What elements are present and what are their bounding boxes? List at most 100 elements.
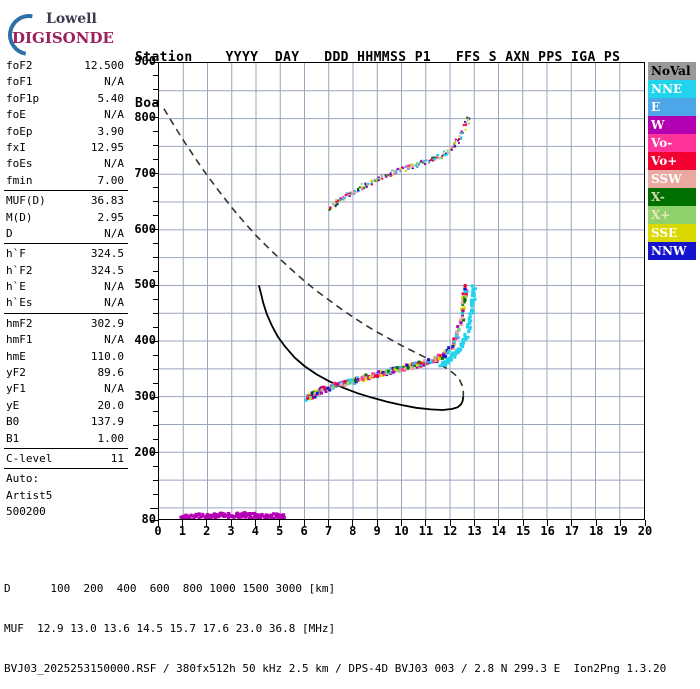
param-key: hmE — [6, 349, 26, 363]
param-key: B1 — [6, 431, 20, 445]
y-axis-tick-label: 500 — [134, 277, 156, 292]
param-key: yF2 — [6, 366, 26, 380]
x-tick — [644, 520, 646, 526]
x-tick — [474, 520, 476, 526]
param-row: hmF1 N/A — [4, 332, 128, 348]
y-tick — [153, 368, 158, 370]
param-divider — [4, 312, 128, 314]
param-key: h`F — [6, 247, 26, 261]
x-axis-tick-label: 16 — [540, 524, 555, 538]
y-tick — [153, 159, 158, 161]
x-axis-tick-label: 0 — [154, 524, 162, 538]
y-axis-tick-label: 200 — [134, 444, 156, 459]
y-axis: 80 200 300 400 500 600 700 800 900 — [118, 54, 156, 526]
param-value: 302.9 — [90, 316, 124, 330]
y-tick — [153, 75, 158, 77]
param-value: 110.0 — [90, 349, 124, 363]
param-row: h`F2 324.5 — [4, 263, 128, 279]
x-tick — [425, 520, 427, 526]
param-row: foF1 N/A — [4, 74, 128, 90]
x-axis-tick-label: 4 — [251, 524, 259, 538]
param-key: fxI — [6, 140, 26, 154]
param-key: M(D) — [6, 210, 33, 224]
param-value: N/A — [104, 280, 124, 294]
param-key: foF1 — [6, 75, 33, 89]
x-tick — [157, 520, 159, 526]
legend-swatch-nne[interactable]: NNE — [648, 80, 696, 98]
param-row: foEs N/A — [4, 156, 128, 172]
y-tick — [153, 354, 158, 356]
param-key: hmF2 — [6, 316, 33, 330]
grid-lines — [159, 63, 644, 519]
legend-swatch-e[interactable]: E — [648, 98, 696, 116]
x-axis-tick-label: 18 — [589, 524, 604, 538]
param-divider — [4, 468, 128, 470]
param-value: N/A — [104, 108, 124, 122]
x-tick — [279, 520, 281, 526]
param-key: hmF1 — [6, 333, 33, 347]
param-value: 89.6 — [97, 366, 125, 380]
y-axis-tick-label: 800 — [134, 109, 156, 124]
param-key: h`E — [6, 280, 26, 294]
y-tick — [150, 519, 158, 521]
legend-swatch-nnw[interactable]: NNW — [648, 242, 696, 260]
y-tick — [150, 340, 158, 342]
lowell-digisonde-logo: Lowell DIGISONDE — [0, 5, 136, 65]
x-axis-tick-label: 10 — [394, 524, 409, 538]
y-tick — [153, 410, 158, 412]
legend-swatch-ssw[interactable]: SSW — [648, 170, 696, 188]
x-tick — [498, 520, 500, 526]
legend-swatch-x-[interactable]: X+ — [648, 206, 696, 224]
footer-muf-row: MUF 12.9 13.0 13.6 14.5 15.7 17.6 23.0 3… — [4, 622, 336, 635]
y-tick — [153, 298, 158, 300]
param-key: yE — [6, 398, 20, 412]
param-row: h`E N/A — [4, 279, 128, 295]
param-row: foF2 12.500 — [4, 58, 128, 74]
y-tick — [150, 173, 158, 175]
param-key: B0 — [6, 415, 20, 429]
param-key: foEp — [6, 124, 33, 138]
y-axis-tick-label: 400 — [134, 333, 156, 348]
legend-swatch-noval[interactable]: NoVal — [648, 62, 696, 80]
y-tick — [153, 256, 158, 258]
param-key: h`F2 — [6, 263, 33, 277]
brand-lowell: Lowell — [46, 11, 97, 27]
direction-legend[interactable]: NoVal NNE E W Vo- Vo+ SSW X- X+ SSE NNW — [648, 62, 696, 260]
x-tick — [449, 520, 451, 526]
param-divider — [4, 243, 128, 245]
param-value: 11 — [110, 451, 124, 465]
param-row: yF2 89.6 — [4, 365, 128, 381]
ionogram-plot-area[interactable] — [158, 62, 645, 520]
x-tick — [620, 520, 622, 526]
legend-swatch-sse[interactable]: SSE — [648, 224, 696, 242]
legend-swatch-vo-[interactable]: Vo+ — [648, 152, 696, 170]
param-divider — [4, 447, 128, 449]
y-tick — [153, 187, 158, 189]
legend-swatch-x-[interactable]: X- — [648, 188, 696, 206]
echo-points — [179, 116, 477, 519]
y-tick — [150, 117, 158, 119]
legend-swatch-w[interactable]: W — [648, 116, 696, 134]
y-tick — [150, 452, 158, 454]
param-key: foF2 — [6, 59, 33, 72]
x-tick — [206, 520, 208, 526]
param-value: 36.83 — [90, 194, 124, 208]
param-row: yE 20.0 — [4, 398, 128, 414]
y-axis-tick-label: 300 — [134, 389, 156, 404]
param-value: 5.40 — [97, 91, 125, 105]
param-value: 324.5 — [90, 263, 124, 277]
y-tick — [153, 438, 158, 440]
ionogram-parameter-table: foF2 12.500 foF1 N/A foF1p 5.40 foE N/A foEp… — [4, 58, 128, 521]
param-key: foE — [6, 108, 26, 122]
y-tick — [153, 201, 158, 203]
ionogram-canvas — [159, 63, 644, 519]
param-row: C-level 11 — [4, 451, 128, 467]
param-row: fmin 7.00 — [4, 173, 128, 189]
y-tick — [150, 396, 158, 398]
param-value: 20.0 — [97, 398, 125, 412]
y-tick — [153, 466, 158, 468]
param-row: B1 1.00 — [4, 431, 128, 447]
y-tick — [153, 424, 158, 426]
legend-swatch-vo-[interactable]: Vo- — [648, 134, 696, 152]
param-value: 3.90 — [97, 124, 125, 138]
